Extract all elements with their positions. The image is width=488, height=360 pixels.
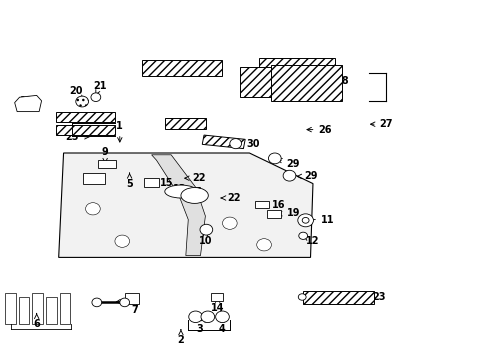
Text: 23: 23 — [365, 292, 385, 302]
Bar — [255, 201, 268, 208]
Bar — [211, 293, 223, 301]
Text: 23: 23 — [183, 60, 197, 75]
Bar — [239, 67, 271, 97]
Ellipse shape — [115, 235, 129, 247]
Ellipse shape — [298, 232, 307, 239]
Bar — [142, 60, 222, 76]
Ellipse shape — [181, 188, 208, 203]
Bar — [19, 297, 29, 324]
Polygon shape — [59, 153, 312, 257]
Ellipse shape — [92, 298, 102, 307]
Ellipse shape — [229, 139, 241, 149]
Text: 17: 17 — [182, 186, 202, 197]
Text: 16: 16 — [263, 200, 285, 210]
Bar — [124, 293, 139, 304]
Polygon shape — [151, 155, 205, 256]
Ellipse shape — [256, 239, 271, 251]
Text: 30: 30 — [238, 139, 260, 149]
Polygon shape — [15, 95, 41, 112]
Ellipse shape — [188, 311, 202, 323]
Text: 24: 24 — [303, 291, 323, 301]
Text: 9: 9 — [102, 147, 108, 163]
Text: 14: 14 — [210, 297, 224, 313]
Text: 4: 4 — [219, 318, 225, 334]
Bar — [271, 65, 342, 101]
Bar — [46, 297, 57, 324]
Text: 12: 12 — [303, 236, 319, 246]
Ellipse shape — [283, 170, 295, 181]
Text: 2: 2 — [177, 330, 184, 345]
Bar — [56, 125, 115, 135]
Text: 8: 8 — [116, 296, 133, 306]
Text: 21: 21 — [93, 81, 107, 94]
Ellipse shape — [85, 203, 100, 215]
Bar — [60, 293, 70, 324]
Bar — [83, 173, 105, 184]
Ellipse shape — [302, 217, 308, 223]
Bar — [5, 293, 16, 324]
Ellipse shape — [215, 311, 229, 323]
Ellipse shape — [298, 294, 305, 300]
Ellipse shape — [200, 224, 212, 235]
Text: 25: 25 — [65, 132, 89, 142]
Text: 26: 26 — [306, 125, 331, 135]
Ellipse shape — [76, 96, 88, 107]
Text: 10: 10 — [198, 231, 212, 246]
Bar — [32, 293, 43, 324]
Text: 1: 1 — [116, 121, 123, 142]
Bar — [164, 118, 206, 129]
Text: 19: 19 — [277, 208, 300, 218]
Text: 7: 7 — [131, 299, 138, 315]
Text: 27: 27 — [370, 119, 392, 129]
Text: 18: 18 — [20, 96, 34, 106]
Text: 11: 11 — [306, 215, 334, 225]
Ellipse shape — [222, 217, 237, 229]
Bar — [56, 112, 115, 122]
Bar — [303, 291, 373, 304]
Ellipse shape — [164, 185, 197, 198]
Bar — [202, 135, 244, 149]
Text: 29: 29 — [277, 158, 300, 169]
Text: 28: 28 — [326, 76, 348, 86]
Bar — [98, 160, 116, 168]
Text: 22: 22 — [184, 173, 205, 183]
Text: 15: 15 — [153, 177, 173, 188]
Text: 13: 13 — [173, 184, 192, 194]
Ellipse shape — [201, 311, 214, 323]
Ellipse shape — [91, 93, 101, 102]
Text: 5: 5 — [126, 173, 133, 189]
Ellipse shape — [268, 153, 281, 164]
Text: 3: 3 — [196, 318, 204, 334]
Bar — [144, 178, 159, 187]
Text: 29: 29 — [297, 171, 317, 181]
Text: 6: 6 — [33, 314, 40, 329]
Text: 20: 20 — [69, 86, 83, 101]
Ellipse shape — [120, 298, 129, 307]
Bar — [266, 210, 281, 218]
Bar — [259, 58, 334, 72]
Text: 22: 22 — [221, 193, 240, 203]
Ellipse shape — [297, 214, 313, 227]
